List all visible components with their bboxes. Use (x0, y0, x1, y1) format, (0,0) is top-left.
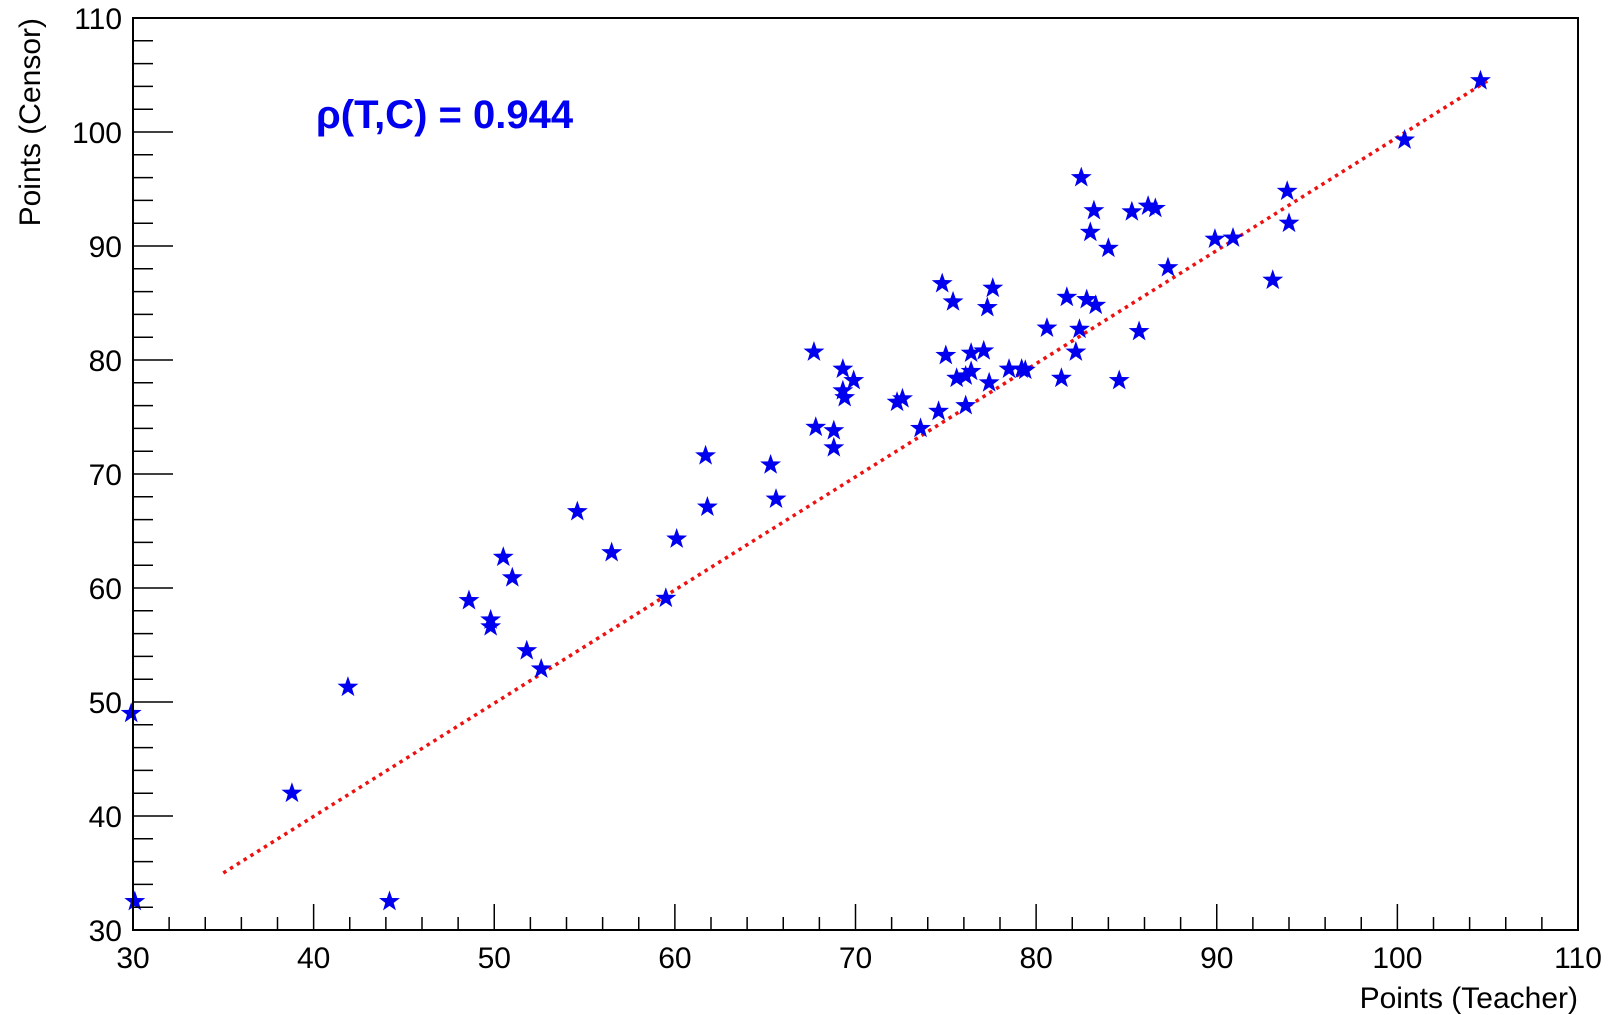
x-tick-labels: 30 40 50 60 70 80 90 100 110 (116, 942, 1602, 975)
data-point-star (1069, 318, 1090, 339)
fit-line-layer (222, 79, 1489, 875)
data-point-star (803, 341, 825, 361)
data-point-star (823, 436, 845, 457)
data-point-star (695, 444, 717, 465)
y-tick-label: 30 (89, 915, 122, 948)
data-point-star (1470, 69, 1491, 90)
x-tick-label: 100 (1372, 942, 1422, 975)
data-point-star (458, 589, 480, 610)
y-tick-label: 50 (89, 687, 122, 720)
data-point-star (946, 367, 968, 388)
y-axis-title: Points (Censor) (14, 18, 47, 226)
y-tick-labels: 30 40 50 60 70 80 90 100 110 (72, 3, 122, 948)
data-point-star (516, 639, 538, 660)
data-point-star (973, 339, 995, 360)
x-tick-label: 30 (116, 942, 149, 975)
data-point-star (931, 272, 953, 293)
y-tick-label: 60 (89, 573, 122, 606)
data-point-star (765, 488, 787, 508)
data-point-star (823, 419, 845, 440)
data-point-star (1056, 286, 1078, 307)
data-point-star (120, 702, 142, 723)
data-point-star (960, 360, 982, 381)
axis-ticks (132, 17, 1579, 931)
data-point-star (492, 546, 514, 567)
data-point-star (1394, 128, 1416, 149)
data-point-star (982, 277, 1004, 298)
data-point-star (955, 364, 977, 385)
data-point-star (928, 400, 950, 421)
data-point-star (601, 541, 623, 562)
x-tick-label: 110 (1554, 942, 1602, 975)
x-tick-label: 90 (1200, 942, 1233, 975)
data-point-star (998, 358, 1020, 379)
y-tick-label: 110 (74, 3, 122, 36)
data-point-star (760, 453, 782, 474)
x-axis-title: Points (Teacher) (1360, 982, 1578, 1015)
data-point-star (1222, 227, 1244, 247)
data-point-star (978, 371, 1000, 392)
data-point-star (1108, 369, 1130, 390)
data-point-star (1050, 367, 1072, 388)
data-point-star (1070, 166, 1092, 187)
fit-line (222, 79, 1489, 875)
y-tick-label: 90 (89, 231, 122, 264)
data-point-star (832, 358, 854, 379)
y-tick-label: 70 (89, 459, 122, 492)
data-point-star (1083, 199, 1105, 220)
data-point-star (566, 500, 588, 521)
data-point-star (834, 386, 856, 407)
points-layer (120, 69, 1491, 911)
x-tick-label: 60 (658, 942, 691, 975)
data-point-star (501, 566, 523, 587)
data-point-star (281, 782, 303, 803)
data-point-star (124, 890, 146, 911)
data-point-star (1121, 200, 1143, 221)
data-point-star (1276, 180, 1298, 201)
x-tick-label: 70 (839, 942, 872, 975)
data-point-star (1262, 269, 1284, 290)
data-point-star (832, 379, 854, 400)
data-point-star (1014, 359, 1036, 380)
data-point-star (942, 290, 964, 311)
data-point-star (955, 394, 977, 415)
data-point-star (1157, 256, 1179, 277)
data-point-star (1128, 320, 1150, 341)
data-point-star (805, 416, 827, 437)
data-point-star (1036, 317, 1058, 337)
data-point-star (935, 344, 957, 365)
y-tick-label: 80 (89, 345, 122, 378)
data-point-star (892, 387, 913, 408)
data-point-star (1204, 228, 1226, 249)
data-point-star (1278, 212, 1300, 233)
data-point-star (655, 587, 677, 608)
x-tick-label: 50 (478, 942, 511, 975)
data-point-star (379, 890, 400, 911)
x-tick-label: 40 (297, 942, 330, 975)
data-point-star (1085, 294, 1107, 315)
correlation-annotation: ρ(T,C) = 0.944 (316, 93, 574, 137)
y-tick-label: 100 (72, 117, 122, 150)
y-tick-label: 40 (89, 801, 122, 834)
plot-frame (132, 17, 1579, 931)
data-point-star (1065, 341, 1087, 361)
data-point-star (1079, 221, 1101, 242)
data-point-star (480, 615, 502, 636)
data-point-star (1144, 197, 1166, 218)
data-point-star (976, 296, 998, 317)
data-point-star (886, 391, 908, 412)
data-point-star (910, 417, 931, 438)
data-point-star (1076, 288, 1098, 309)
data-point-star (960, 342, 982, 363)
data-point-star (696, 496, 718, 516)
data-point-star (530, 657, 552, 678)
data-point-star (666, 527, 688, 548)
x-tick-label: 80 (1019, 942, 1052, 975)
data-point-star (843, 369, 865, 390)
data-point-star (1097, 237, 1119, 258)
data-point-star (337, 676, 359, 697)
